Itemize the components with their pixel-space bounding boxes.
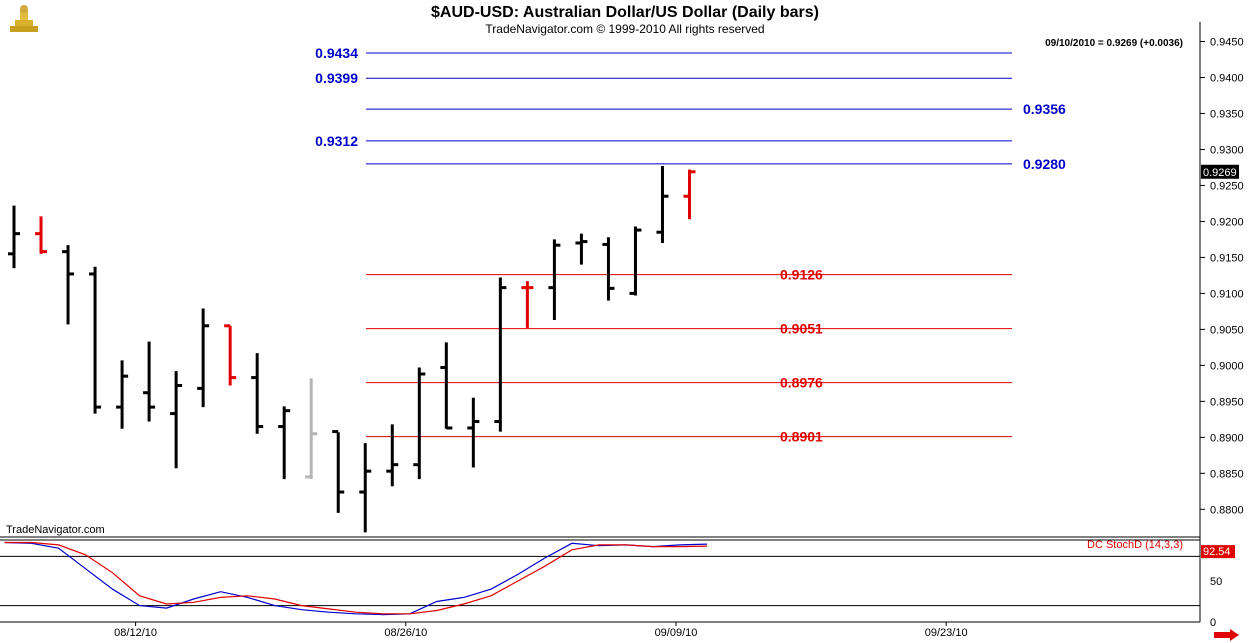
fib-level-label: 0.9051 [780,321,823,337]
ohlc-bar [89,266,102,414]
chart-subtitle: TradeNavigator.com © 1999-2010 All right… [485,22,764,36]
chart-title: $AUD-USD: Australian Dollar/US Dollar (D… [431,4,819,21]
stoch-last-value-label: 92.54 [1203,546,1231,558]
price-axis-label: 0.9450 [1210,37,1244,49]
last-price-label: 0.9269 [1203,167,1237,179]
ohlc-bar [683,169,696,220]
ohlc-bar [440,342,453,430]
price-axis-label: 0.9050 [1210,324,1244,336]
price-axis-label: 0.8900 [1210,432,1244,444]
stoch-axis-label: 0 [1210,617,1216,629]
price-axis-label: 0.8850 [1210,468,1244,480]
ohlc-bar [305,378,318,480]
date-axis-label: 09/09/10 [655,627,698,639]
fib-level-label: 0.9356 [1023,101,1066,117]
ohlc-bar [332,430,345,513]
price-axis-label: 0.9100 [1210,288,1244,300]
ohlc-bar [8,205,20,269]
price-axis-label: 0.9150 [1210,252,1244,264]
ohlc-bar [386,424,399,487]
ohlc-bar [575,233,588,265]
stoch-indicator-label: DC StochD (14,3,3) [1087,539,1183,551]
date-axis: 08/12/10 08/26/10 09/09/10 09/23/10 [114,622,968,639]
ohlc-bar [116,360,129,429]
ohlc-bar [494,277,507,432]
watermark-text: TradeNavigator.com [6,524,105,536]
stoch-series-line [4,541,708,616]
price-axis-label: 0.9350 [1210,108,1244,120]
ohlc-bar [656,166,669,244]
price-axis: 0.9450 0.9400 0.9350 0.9300 0.9250 0.9200 0.91… [1200,37,1244,516]
date-axis-label: 09/23/10 [925,627,968,639]
fib-level-label: 0.9312 [315,133,358,149]
date-axis-label: 08/26/10 [384,627,427,639]
fib-level-label: 0.8901 [780,429,823,445]
fib-level-label: 0.9126 [780,267,823,283]
price-axis-label: 0.9000 [1210,360,1244,372]
app-logo [10,5,38,32]
fib-level-label: 0.8976 [780,375,823,391]
ohlc-bar [143,341,156,422]
fib-level-label: 0.9434 [315,45,358,61]
last-price-box [1201,164,1239,179]
ohlc-bar [224,324,237,386]
ohlc-bar [413,367,426,480]
ohlc-bar [251,353,264,434]
ohlc-bar [602,237,615,301]
fib-level-label: 0.9280 [1023,156,1066,172]
price-axis-label: 0.8950 [1210,396,1244,408]
price-axis-label: 0.9250 [1210,180,1244,192]
ohlc-bar [629,226,642,296]
ohlc-bar [278,406,291,480]
price-axis-label: 0.9200 [1210,216,1244,228]
stoch-axis-label: 50 [1210,576,1222,588]
ohlc-bar [548,239,561,321]
ohlc-bar [359,443,372,533]
stochastic-panel: 50 0 92.54 [0,541,1235,629]
price-axis-label: 0.8800 [1210,504,1244,516]
price-axis-label: 0.9300 [1210,144,1244,156]
scroll-right-arrow-icon[interactable] [1214,629,1239,641]
last-quote-readout: 09/10/2010 = 0.9269 (+0.0036) [1045,38,1183,49]
last-price-marker: 0.9269 [1201,164,1239,179]
ohlc-bar [35,216,48,254]
ohlc-bar [170,371,183,469]
ohlc-bar [197,308,210,408]
stoch-series-line [4,541,708,615]
fibonacci-levels: 0.9434 0.9399 0.9356 0.9312 0.9280 0.9126 0.90… [315,45,1066,445]
stoch-last-value-box [1201,545,1235,559]
price-axis-label: 0.9400 [1210,72,1244,84]
ohlc-bar [467,397,480,468]
date-axis-label: 08/12/10 [114,627,157,639]
ohlc-bar [62,245,75,325]
ohlc-bar [521,281,534,328]
price-bars [8,166,696,533]
fib-level-label: 0.9399 [315,70,358,86]
